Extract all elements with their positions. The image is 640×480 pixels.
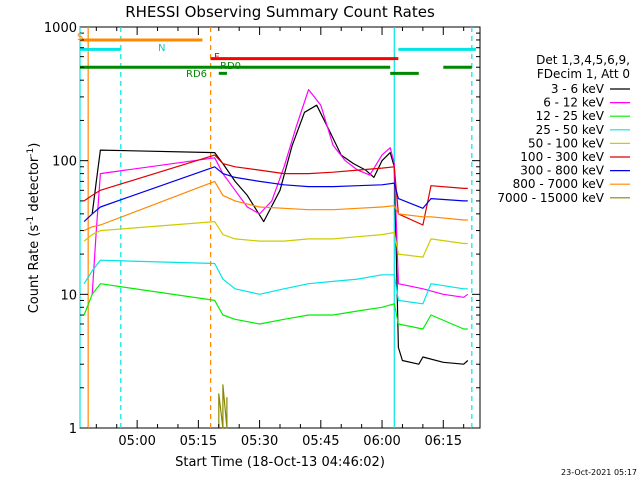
legend-label-6: 300 - 800 keV: [520, 164, 604, 178]
flag-bars: [80, 38, 476, 75]
legend-label-2: 12 - 25 keV: [536, 109, 605, 123]
flag-label-s: S: [77, 32, 83, 43]
legend-header-2: FDecim 1, Att 0: [537, 67, 630, 81]
x-axis-label: Start Time (18-Oct-13 04:46:02): [175, 455, 385, 470]
legend-label-8: 7000 - 15000 keV: [497, 191, 604, 205]
time-markers: [79, 27, 473, 428]
flag-label-n: N: [158, 43, 165, 54]
legend-label-5: 100 - 300 keV: [520, 150, 604, 164]
series-line-4: [83, 221, 468, 258]
series-line-6: [83, 166, 468, 223]
x-tick-label-4: 06:00: [363, 434, 400, 449]
chart-title: RHESSI Observing Summary Count Rates: [125, 3, 435, 21]
flag-label-rd6: RD6: [186, 69, 207, 80]
series-line-2: [83, 283, 468, 330]
y-axis-label: Count Rate (s-1 detector-1): [26, 143, 42, 314]
series-line-7: [83, 180, 468, 232]
x-tick-label-1: 05:15: [180, 434, 217, 449]
series-line-5: [83, 154, 468, 226]
y-tick-label-1: 10: [60, 288, 77, 303]
series-lines: [83, 88, 469, 429]
y-ticks: 1 10 100 1000: [44, 21, 480, 437]
legend-header-1: Det 1,3,4,5,6,9,: [536, 53, 630, 67]
y-tick-label-3: 1000: [44, 21, 77, 36]
y-tick-label-2: 100: [52, 155, 77, 170]
x-tick-label-5: 06:15: [425, 434, 462, 449]
legend-label-4: 50 - 100 keV: [528, 136, 605, 150]
x-tick-label-0: 05:00: [118, 434, 155, 449]
x-ticks: 05:00 05:15 05:30 05:45 06:00 06:15: [95, 27, 465, 449]
flag-label-rd0: RD0: [220, 61, 241, 72]
x-tick-label-2: 05:30: [241, 434, 278, 449]
series-line-1: [91, 88, 469, 298]
legend-label-7: 800 - 7000 keV: [513, 177, 605, 191]
y-tick-label-0: 1: [69, 422, 77, 437]
series-line-0: [91, 104, 469, 365]
series-line-3: [83, 259, 468, 305]
legend-label-1: 6 - 12 keV: [543, 96, 605, 110]
footer-date: 23-Oct-2021 05:17: [561, 468, 637, 477]
legend-label-0: 3 - 6 keV: [551, 82, 605, 96]
x-tick-label-3: 05:45: [302, 434, 339, 449]
flag-label-f: F: [214, 52, 220, 63]
legend-label-3: 25 - 50 keV: [536, 123, 605, 137]
series-line-8: [218, 384, 228, 429]
